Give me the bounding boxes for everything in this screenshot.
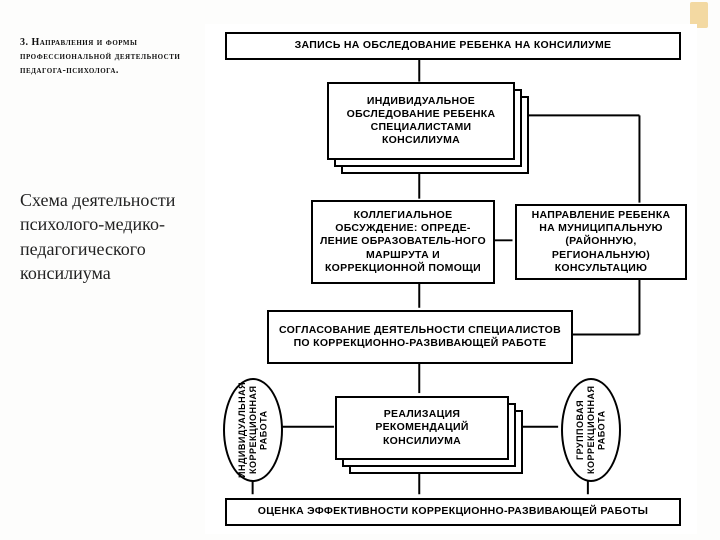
sidebar: 3. Направления и формы профессиональной …	[20, 36, 190, 285]
section-subtitle: Схема деятельности психолого-медико-педа…	[20, 188, 190, 285]
node-individual-correction-label: ИНДИВИДУАЛЬНАЯ КОРРЕКЦИОННАЯ РАБОТА	[237, 380, 269, 480]
node-municipal-referral: НАПРАВЛЕНИЕ РЕБЕНКА НА МУНИЦИПАЛЬНУЮ (РА…	[515, 204, 687, 280]
node-effectiveness-evaluation: ОЦЕНКА ЭФФЕКТИВНОСТИ КОРРЕКЦИОННО-РАЗВИВ…	[225, 498, 681, 526]
flowchart: ЗАПИСЬ НА ОБСЛЕДОВАНИЕ РЕБЕНКА НА КОНСИЛ…	[205, 24, 697, 534]
section-heading: 3. Направления и формы профессиональной …	[20, 36, 190, 78]
node-coordination: СОГЛАСОВАНИЕ ДЕЯТЕЛЬНОСТИ СПЕЦИАЛИСТОВ П…	[267, 310, 573, 364]
node-individual-correction: ИНДИВИДУАЛЬНАЯ КОРРЕКЦИОННАЯ РАБОТА	[223, 378, 283, 482]
node-individual-exam: ИНДИВИДУАЛЬНОЕ ОБСЛЕДОВАНИЕ РЕБЕНКА СПЕЦ…	[327, 82, 515, 160]
node-implementation: РЕАЛИЗАЦИЯ РЕКОМЕНДАЦИЙ КОНСИЛИУМА	[335, 396, 509, 460]
page: 3. Направления и формы профессиональной …	[0, 0, 720, 540]
node-enrollment: ЗАПИСЬ НА ОБСЛЕДОВАНИЕ РЕБЕНКА НА КОНСИЛ…	[225, 32, 681, 60]
node-collegial-discussion: КОЛЛЕГИАЛЬНОЕ ОБСУЖДЕНИЕ: ОПРЕДЕ-ЛЕНИЕ О…	[311, 200, 495, 284]
node-group-correction-label: ГРУППОВАЯ КОРРЕКЦИОННАЯ РАБОТА	[575, 380, 607, 480]
node-group-correction: ГРУППОВАЯ КОРРЕКЦИОННАЯ РАБОТА	[561, 378, 621, 482]
